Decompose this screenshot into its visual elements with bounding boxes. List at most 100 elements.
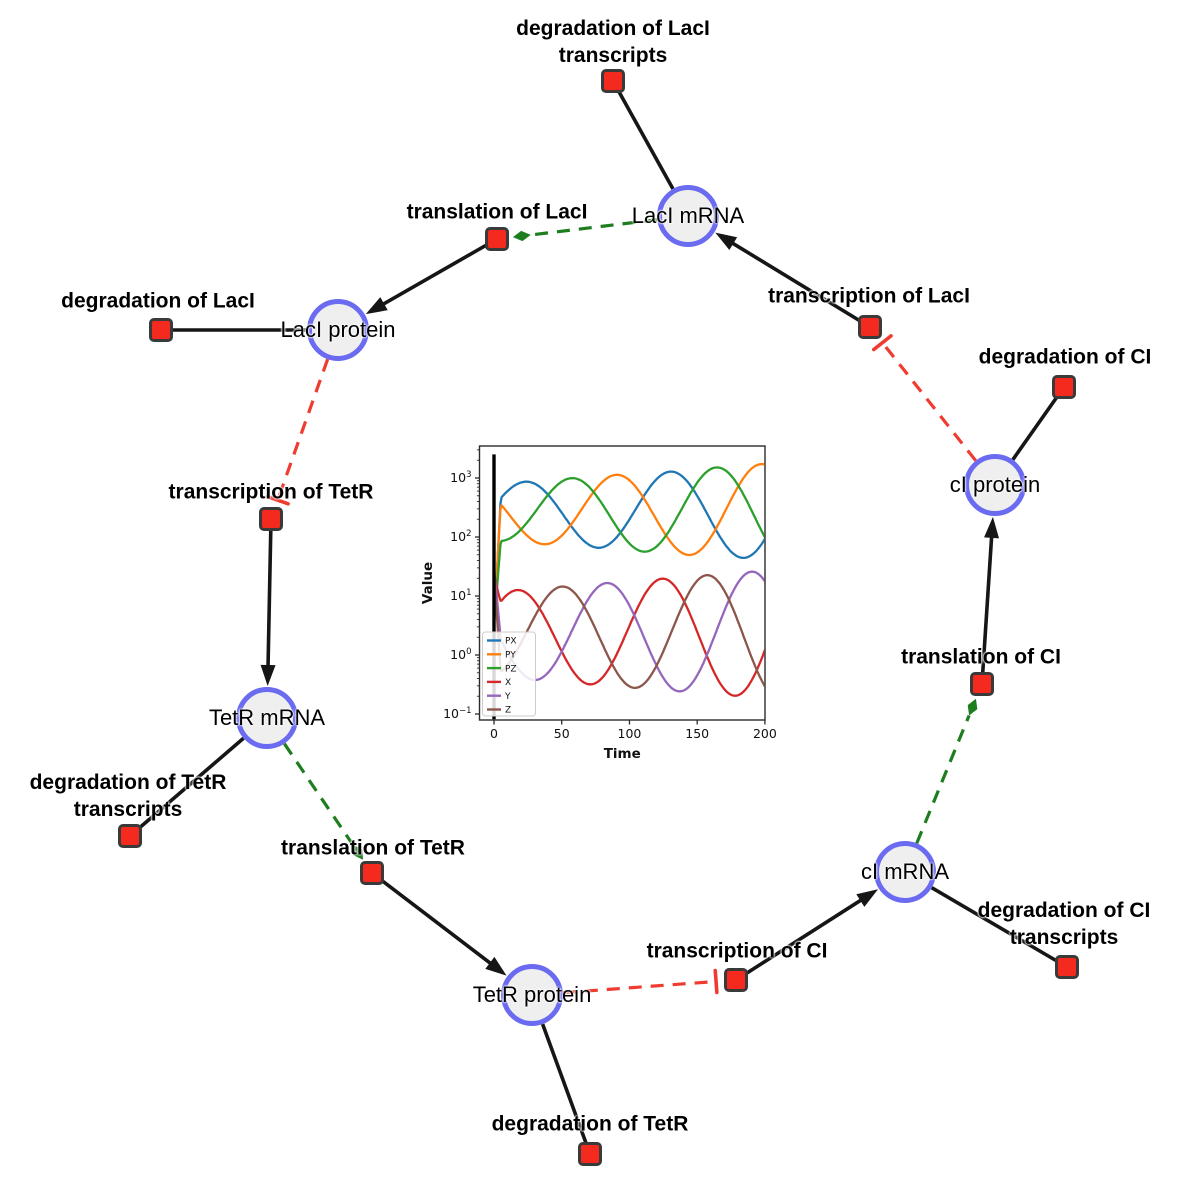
reaction-label-translation-tetr: translation of TetR [281,835,465,862]
arrowhead [984,516,1000,539]
inhibition-tee [713,968,719,995]
edge-laci-mrna-translation-laci [512,218,658,242]
species-label-ci-mrna: cI mRNA [861,859,949,884]
legend-label-PX: PX [505,637,517,647]
species-node-laci-protein[interactable] [307,299,369,361]
legend-label-Z: Z [505,706,511,716]
species-node-ci-mrna[interactable] [874,841,936,903]
reaction-node-deg-tetr[interactable] [578,1142,602,1166]
species-node-laci-mrna[interactable] [657,185,719,247]
reaction-label-transcription-ci: transcription of CI [647,938,828,965]
reaction-label-line: transcripts [1009,926,1119,949]
reaction-label-line: degradation of LacI [516,17,710,40]
edge-tetr-mrna-deg-tetr-transcripts [128,736,245,838]
edge-transcription-laci-laci-mrna [715,232,871,329]
edge-translation-laci-laci-protein [365,237,498,315]
x-tick-label: 50 [554,726,570,741]
edge-ci-mrna-translation-ci [915,698,978,844]
edge-line [881,341,978,462]
reaction-label-deg-laci: degradation of LacI [61,288,255,315]
reaction-node-transcription-tetr[interactable] [259,507,283,531]
reaction-label-line: degradation of LacI [61,289,255,313]
reaction-label-line: translation of LacI [406,200,588,224]
x-tick-label: 0 [490,726,498,741]
inhibition-tee [871,334,893,352]
y-tick-label: 101 [450,588,471,603]
reaction-node-translation-ci[interactable] [970,672,994,696]
edge-line [1011,385,1066,461]
series-Y [492,570,765,693]
modifier-diamond-arrowhead [512,230,531,242]
reaction-label-deg-tetr: degradation of TetR [492,1111,689,1138]
y-tick-label: 10−1 [443,706,471,721]
edge-line [915,714,971,844]
arrowhead [365,297,388,315]
reaction-label-deg-ci: degradation of CI [979,344,1152,371]
reaction-label-line: degradation of CI [977,899,1151,922]
modifier-diamond-arrowhead [352,844,364,860]
species-label-tetr-protein: TetR protein [472,982,592,1007]
reaction-node-deg-laci[interactable] [149,318,173,342]
reaction-node-deg-ci[interactable] [1052,375,1076,399]
species-node-ci-protein[interactable] [964,454,1026,516]
series-PZ [492,466,765,627]
edge-line [370,871,499,970]
inset-simulation-plot: 0 50 100 150 200 10−1 100 101 102 103 Time Value PX P… [413,433,793,773]
edge-laci-protein-transcription-tetr [265,358,330,506]
reaction-node-transcription-ci[interactable] [724,968,748,992]
reaction-label-line: transcription of LacI [768,284,970,308]
reaction-node-deg-tetr-transcripts[interactable] [118,824,142,848]
edge-line [611,80,675,190]
x-tick-label: 200 [753,726,777,741]
reaction-label-line: translation of CI [901,645,1061,669]
arrowhead [260,664,276,687]
arrowhead [715,232,738,250]
edge-line [930,886,1068,969]
species-label-ci-protein: cI protein [949,472,1041,497]
edge-line [562,979,717,995]
species-label-laci-mrna: LacI mRNA [631,203,745,228]
series-PY [492,462,765,627]
edge-line [375,237,498,310]
series-Z [492,571,765,690]
edge-line [540,1023,592,1155]
edge-ci-protein-deg-ci [1011,385,1066,461]
reaction-node-deg-ci-transcripts[interactable] [1055,955,1079,979]
reaction-node-translation-laci[interactable] [485,227,509,251]
arrowhead [856,889,879,907]
species-node-tetr-protein[interactable] [501,964,563,1026]
y-axis-label: Value [420,562,436,604]
edge-line [724,237,871,329]
legend-label-PZ: PZ [505,664,517,674]
legend-label-PY: PY [505,651,516,661]
species-node-tetr-mrna[interactable] [236,687,298,749]
species-label-tetr-mrna: TetR mRNA [208,705,326,730]
chart-legend: PX PY PZ XYZ [482,631,536,717]
edge-line [266,518,273,675]
reaction-label-transcription-tetr: transcription of TetR [169,479,374,506]
edge-line [276,358,330,501]
reaction-label-line: degradation of TetR [491,1112,689,1136]
reaction-node-translation-tetr[interactable] [360,861,384,885]
edge-tetr-protein-deg-tetr [540,1023,592,1155]
reaction-label-line: transcripts [73,798,183,821]
edge-tetr-mrna-translation-tetr [283,742,364,860]
timeseries-chart: 0 50 100 150 20010−1100101102103TimeValuePXP… [420,445,777,762]
arrowhead [485,956,507,976]
edge-laci-mrna-deg-laci-transcripts [611,80,675,190]
reaction-label-line: transcription of CI [646,939,828,963]
edge-ci-mrna-deg-ci-transcripts [930,886,1068,969]
x-tick-label: 150 [685,726,709,741]
reaction-node-deg-laci-transcripts[interactable] [601,69,625,93]
legend-label-X: X [505,678,511,688]
reaction-label-deg-ci-transcripts: degradation of CI transcripts [978,897,1151,951]
edge-tetr-protein-transcription-ci [562,968,719,995]
reaction-node-transcription-laci[interactable] [858,315,882,339]
series-PX [492,470,765,627]
reaction-label-line: transcription of TetR [168,480,374,504]
edge-translation-tetr-tetr-protein [370,871,507,976]
x-axis-label: Time [604,746,641,762]
